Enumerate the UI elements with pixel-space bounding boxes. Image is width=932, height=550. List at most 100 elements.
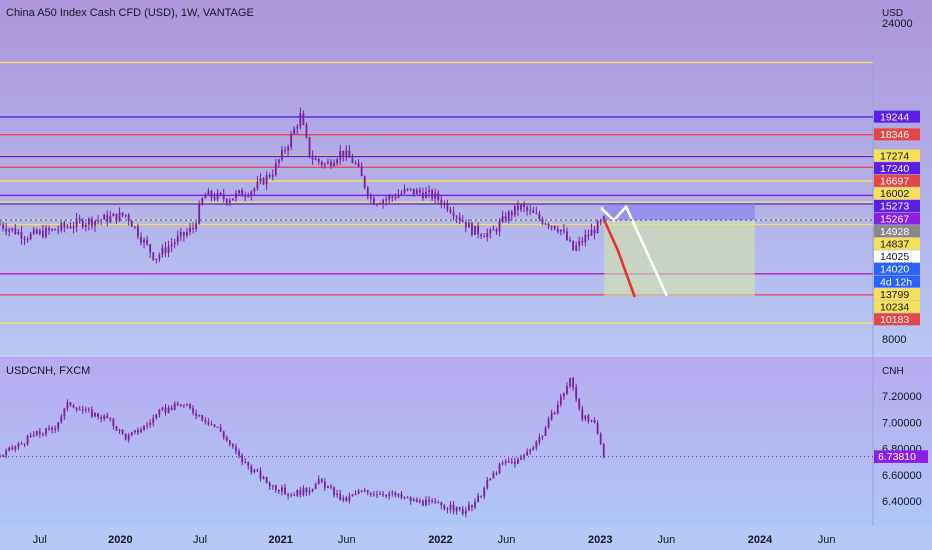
a50-candle-135[interactable] bbox=[412, 188, 415, 195]
a50-candle-187[interactable] bbox=[572, 240, 574, 251]
usdcnh-candle-58[interactable] bbox=[176, 403, 179, 405]
usdcnh-candle-96[interactable] bbox=[293, 494, 296, 496]
a50-candle-56[interactable] bbox=[170, 244, 173, 247]
usdcnh-candle-45[interactable] bbox=[137, 430, 139, 433]
usdcnh-candle-56[interactable] bbox=[170, 407, 173, 410]
usdcnh-candle-160[interactable] bbox=[489, 478, 492, 481]
a50-candle-191[interactable] bbox=[584, 235, 587, 243]
usdcnh-candle-197[interactable] bbox=[602, 443, 605, 457]
a50-candle-22[interactable] bbox=[66, 226, 69, 228]
a50-candle-71[interactable] bbox=[216, 192, 219, 200]
a50-candle-138[interactable] bbox=[422, 192, 424, 199]
usdcnh-candle-157[interactable] bbox=[480, 495, 483, 497]
a50-candle-75[interactable] bbox=[228, 200, 231, 203]
usdcnh-candle-71[interactable] bbox=[216, 426, 219, 428]
usdcnh-candle-150[interactable] bbox=[458, 507, 461, 510]
a50-candle-28[interactable] bbox=[84, 224, 87, 227]
usdcnh-candle-124[interactable] bbox=[379, 493, 381, 495]
usdcnh-candle-66[interactable] bbox=[201, 414, 204, 421]
usdcnh-candle-51[interactable] bbox=[155, 414, 158, 419]
a50-candle-164[interactable] bbox=[501, 216, 504, 222]
a50-candle-105[interactable] bbox=[320, 161, 323, 165]
a50-candle-110[interactable] bbox=[336, 159, 339, 164]
usdcnh-candle-33[interactable] bbox=[100, 417, 103, 419]
usdcnh-candle-163[interactable] bbox=[498, 463, 501, 474]
a50-candle-162[interactable] bbox=[495, 229, 498, 232]
usdcnh-candle-185[interactable] bbox=[566, 386, 568, 394]
a50-candle-94[interactable] bbox=[287, 147, 289, 151]
a50-candle-192[interactable] bbox=[587, 235, 590, 237]
usdcnh-candle-7[interactable] bbox=[20, 443, 23, 445]
usdcnh-candle-119[interactable] bbox=[363, 490, 366, 492]
usdcnh-candle-113[interactable] bbox=[345, 497, 348, 501]
a50-candle-84[interactable] bbox=[256, 181, 259, 189]
a50-candle-154[interactable] bbox=[471, 223, 473, 235]
usdcnh-candle-190[interactable] bbox=[581, 408, 584, 420]
a50-candle-34[interactable] bbox=[103, 214, 106, 220]
a50-candle-35[interactable] bbox=[106, 214, 109, 222]
usdcnh-candle-177[interactable] bbox=[541, 435, 544, 438]
a50-candle-17[interactable] bbox=[51, 229, 53, 231]
a50-candle-152[interactable] bbox=[464, 221, 467, 228]
a50-candle-9[interactable] bbox=[26, 239, 29, 241]
a50-candle-10[interactable] bbox=[29, 233, 32, 240]
a50-candle-109[interactable] bbox=[333, 163, 335, 166]
usdcnh-candle-22[interactable] bbox=[66, 402, 69, 409]
usdcnh-candle-95[interactable] bbox=[290, 494, 293, 496]
usdcnh-candle-130[interactable] bbox=[397, 493, 400, 496]
a50-candle-69[interactable] bbox=[210, 190, 213, 198]
a50-candle-112[interactable] bbox=[342, 150, 345, 157]
a50-candle-26[interactable] bbox=[78, 218, 81, 221]
usdcnh-candle-151[interactable] bbox=[461, 509, 464, 514]
usdcnh-candle-28[interactable] bbox=[84, 409, 87, 411]
usdcnh-candle-193[interactable] bbox=[590, 420, 593, 422]
usdcnh-candle-146[interactable] bbox=[446, 508, 449, 510]
usdcnh-candle-103[interactable] bbox=[314, 483, 317, 490]
a50-candle-86[interactable] bbox=[262, 178, 265, 185]
a50-candle-92[interactable] bbox=[281, 149, 283, 160]
usdcnh-candle-108[interactable] bbox=[330, 486, 332, 488]
usdcnh-candle-6[interactable] bbox=[17, 443, 20, 447]
a50-candle-167[interactable] bbox=[510, 211, 513, 216]
usdcnh-candle-134[interactable] bbox=[409, 497, 412, 502]
usdcnh-candle-27[interactable] bbox=[81, 409, 84, 411]
usdcnh-candle-94[interactable] bbox=[287, 494, 289, 496]
usdcnh-candle-24[interactable] bbox=[72, 405, 75, 408]
usdcnh-candle-139[interactable] bbox=[425, 499, 427, 506]
usdcnh-candle-91[interactable] bbox=[277, 490, 280, 492]
usdcnh-candle-161[interactable] bbox=[492, 472, 495, 479]
a50-candle-142[interactable] bbox=[434, 192, 437, 199]
a50-candle-1[interactable] bbox=[2, 224, 4, 229]
a50-candle-8[interactable] bbox=[23, 238, 26, 240]
usdcnh-candle-176[interactable] bbox=[538, 437, 541, 443]
usdcnh-candle-156[interactable] bbox=[477, 495, 479, 502]
usdcnh-candle-61[interactable] bbox=[186, 404, 188, 406]
usdcnh-candle-158[interactable] bbox=[483, 487, 486, 497]
usdcnh-candle-120[interactable] bbox=[366, 490, 369, 493]
usdcnh-candle-47[interactable] bbox=[143, 425, 145, 430]
usdcnh-candle-191[interactable] bbox=[584, 415, 587, 420]
usdcnh-candle-187[interactable] bbox=[572, 378, 574, 388]
a50-candle-170[interactable] bbox=[520, 204, 522, 210]
projection-path-1[interactable] bbox=[600, 205, 668, 297]
usdcnh-candle-125[interactable] bbox=[382, 493, 384, 496]
a50-candle-172[interactable] bbox=[526, 207, 529, 211]
a50-candle-150[interactable] bbox=[458, 217, 461, 221]
a50-candle-116[interactable] bbox=[354, 162, 357, 164]
usdcnh-candle-180[interactable] bbox=[550, 412, 553, 420]
usdcnh-candle-189[interactable] bbox=[578, 399, 581, 409]
a50-candle-183[interactable] bbox=[559, 229, 562, 232]
a50-candle-184[interactable] bbox=[563, 229, 565, 232]
usdcnh-candle-147[interactable] bbox=[449, 504, 452, 510]
a50-candle-55[interactable] bbox=[167, 246, 170, 253]
usdcnh-candle-80[interactable] bbox=[244, 461, 247, 463]
a50-candle-53[interactable] bbox=[161, 247, 164, 255]
a50-candle-185[interactable] bbox=[566, 231, 568, 240]
usdcnh-candle-62[interactable] bbox=[189, 404, 191, 409]
usdcnh-candle-26[interactable] bbox=[78, 409, 81, 411]
usdcnh-candle-40[interactable] bbox=[121, 429, 124, 434]
usdcnh-candle-109[interactable] bbox=[333, 487, 335, 496]
a50-candle-197[interactable] bbox=[602, 216, 605, 221]
a50-candle-49[interactable] bbox=[149, 244, 152, 253]
usdcnh-candle-81[interactable] bbox=[247, 461, 250, 467]
